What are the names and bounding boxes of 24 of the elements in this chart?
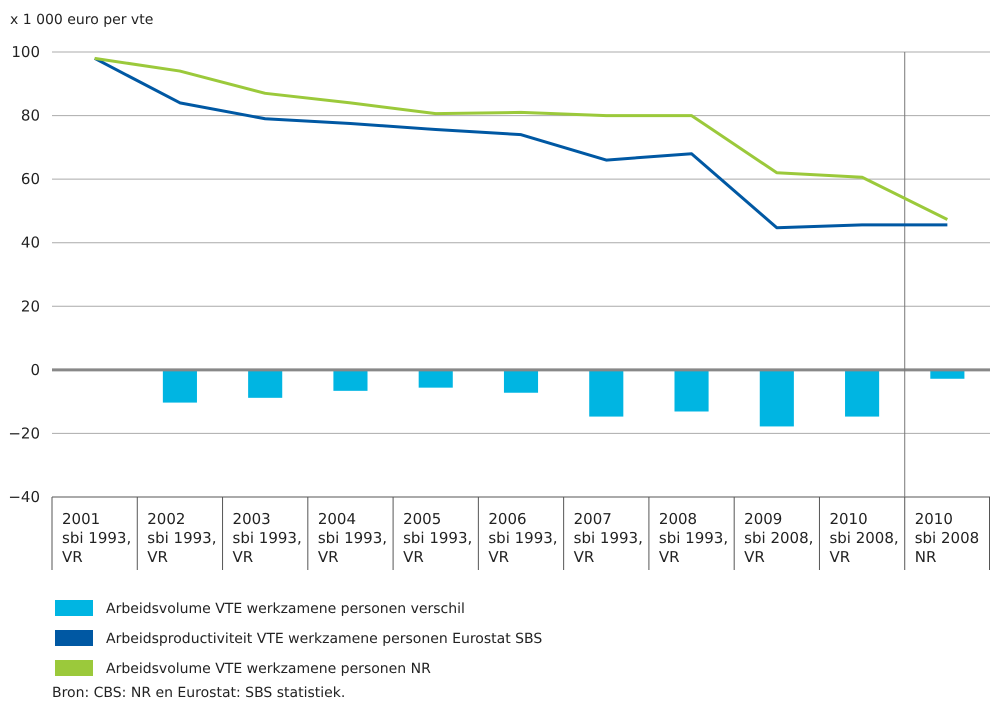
x-tick-label: 2003 sbi 1993, VR	[232, 510, 302, 566]
y-tick-label: 0	[30, 360, 40, 379]
x-tick-label: 2001 sbi 1993, VR	[62, 510, 132, 566]
legend-label: Arbeidsvolume VTE werkzamene personen NR	[106, 661, 432, 677]
y-tick-label: 20	[20, 297, 40, 316]
text: Bron: CBS: NR en Eurostat: SBS statistiek.	[52, 685, 346, 701]
x-tick-label: 2009 sbi 2008, VR	[744, 510, 814, 566]
x-tick-label: 2004 sbi 1993, VR	[318, 510, 388, 566]
y-tick-label: 40	[20, 234, 40, 252]
legend-label: Arbeidsproductiviteit VTE werkzamene personen Eurostat SBS	[106, 631, 542, 647]
y-tick-label: 80	[20, 106, 40, 125]
legend-label: Arbeidsvolume VTE werkzamene personen verschil	[106, 601, 465, 617]
x-tick-label: 2002 sbi 1993, VR	[147, 510, 216, 566]
y-tick-label: 60	[20, 170, 40, 188]
y-tick-label: 100	[11, 43, 40, 61]
x-tick-label: 2008 sbi 1993, VR	[658, 510, 728, 566]
y-tick-label: −20	[8, 424, 40, 442]
x-tick-label: 2006 sbi 1993, VR	[488, 510, 558, 566]
x-tick-label: 2010 sbi 2008, VR	[829, 510, 899, 566]
x-tick-label: 2007 sbi 1993, VR	[574, 510, 643, 566]
x-tick-label: 2010 sbi 2008 NR	[914, 510, 980, 566]
x-tick-label: 2005 sbi 1993, VR	[403, 510, 472, 566]
y-tick-label: −40	[8, 488, 40, 506]
y-axis-title: x 1 000 euro per vte	[10, 12, 154, 28]
